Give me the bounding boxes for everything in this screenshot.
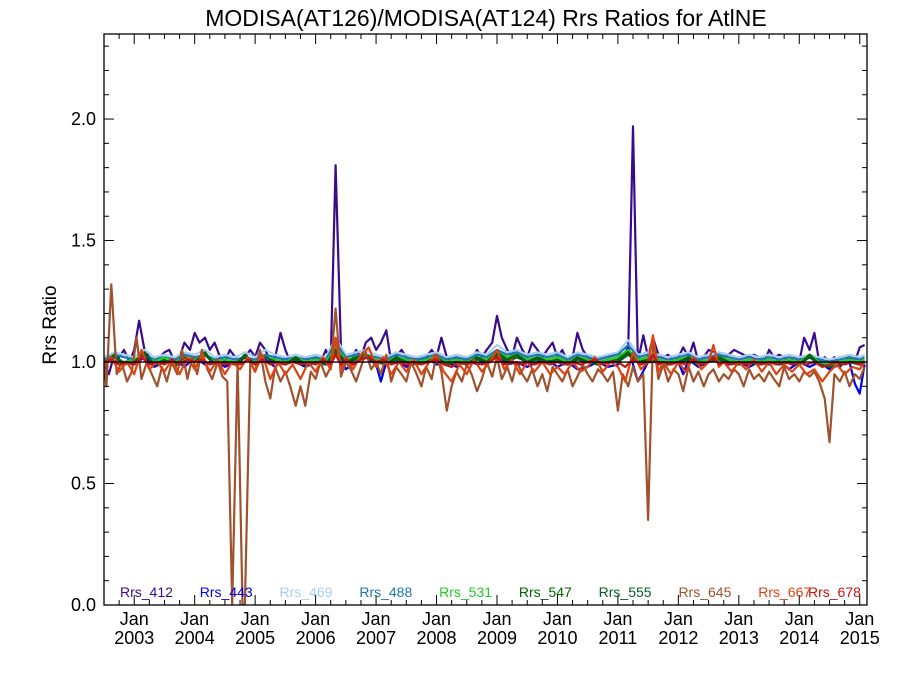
series-line-rrs-469: [104, 336, 866, 361]
x-tick-label-year: 2005: [235, 628, 275, 648]
legend-item-rrs-531: Rrs_531: [439, 584, 492, 600]
x-tick-label-month: Jan: [543, 609, 572, 629]
legend-item-rrs-412: Rrs_412: [120, 584, 173, 600]
x-tick-label-year: 2013: [719, 628, 759, 648]
series-layer: [104, 125, 866, 605]
legend-item-rrs-469: Rrs_469: [280, 584, 333, 600]
series-line-rrs-412: [104, 125, 866, 376]
x-tick-label-month: Jan: [785, 609, 814, 629]
plot-frame: [103, 33, 868, 606]
y-tick-label: 1.5: [71, 231, 96, 251]
x-tick-label-year: 2012: [658, 628, 698, 648]
x-tick-label-month: Jan: [845, 609, 874, 629]
x-tick-label-month: Jan: [120, 609, 149, 629]
x-tick-label-month: Jan: [422, 609, 451, 629]
x-tick-label-month: Jan: [241, 609, 270, 629]
x-tick-label-month: Jan: [482, 609, 511, 629]
x-tick-label-year: 2015: [840, 628, 880, 648]
x-tick-label-month: Jan: [724, 609, 753, 629]
legend-item-rrs-555: Rrs_555: [599, 584, 652, 600]
x-tick-label-month: Jan: [301, 609, 330, 629]
x-tick-label-year: 2009: [477, 628, 517, 648]
y-tick-label: 2.0: [71, 109, 96, 129]
x-axis-ticks: Jan2003Jan2004Jan2005Jan2006Jan2007Jan20…: [103, 34, 880, 648]
x-tick-label-year: 2010: [537, 628, 577, 648]
plot-area: 0.00.51.01.52.0 Jan2003Jan2004Jan2005Jan…: [71, 33, 880, 648]
x-tick-label-month: Jan: [603, 609, 632, 629]
x-tick-label-month: Jan: [180, 609, 209, 629]
x-tick-label-year: 2007: [356, 628, 396, 648]
y-tick-label: 1.0: [71, 352, 96, 372]
x-tick-label-year: 2003: [114, 628, 154, 648]
series-line-rrs-488: [104, 341, 866, 364]
legend: Rrs_412 Rrs_443 Rrs_469 Rrs_488 Rrs_531 Rrs_5…: [120, 584, 861, 600]
legend-item-rrs-645: Rrs_645: [678, 584, 731, 600]
legend-item-rrs-547: Rrs_547: [519, 584, 572, 600]
legend-item-rrs-678: Rrs_678: [808, 584, 861, 600]
x-tick-label-year: 2004: [175, 628, 215, 648]
x-tick-label-year: 2008: [417, 628, 457, 648]
x-tick-label-month: Jan: [362, 609, 391, 629]
chart-title: MODISA(AT126)/MODISA(AT124) Rrs Ratios f…: [205, 5, 767, 31]
y-tick-label: 0.5: [71, 474, 96, 494]
x-tick-label-month: Jan: [664, 609, 693, 629]
legend-item-rrs-667: Rrs_667: [758, 584, 811, 600]
y-tick-label: 0.0: [71, 595, 96, 615]
x-tick-label-year: 2014: [779, 628, 819, 648]
y-axis-ticks: 0.0 0.5 1.0 1.5 2.0: [71, 45, 867, 615]
x-tick-label-year: 2011: [599, 628, 638, 648]
series-line-rrs-645: [104, 283, 866, 605]
y-axis-label: Rrs Ratio: [40, 285, 61, 364]
legend-item-rrs-443: Rrs_443: [200, 584, 253, 600]
legend-item-rrs-488: Rrs_488: [359, 584, 412, 600]
x-tick-label-year: 2006: [296, 628, 336, 648]
